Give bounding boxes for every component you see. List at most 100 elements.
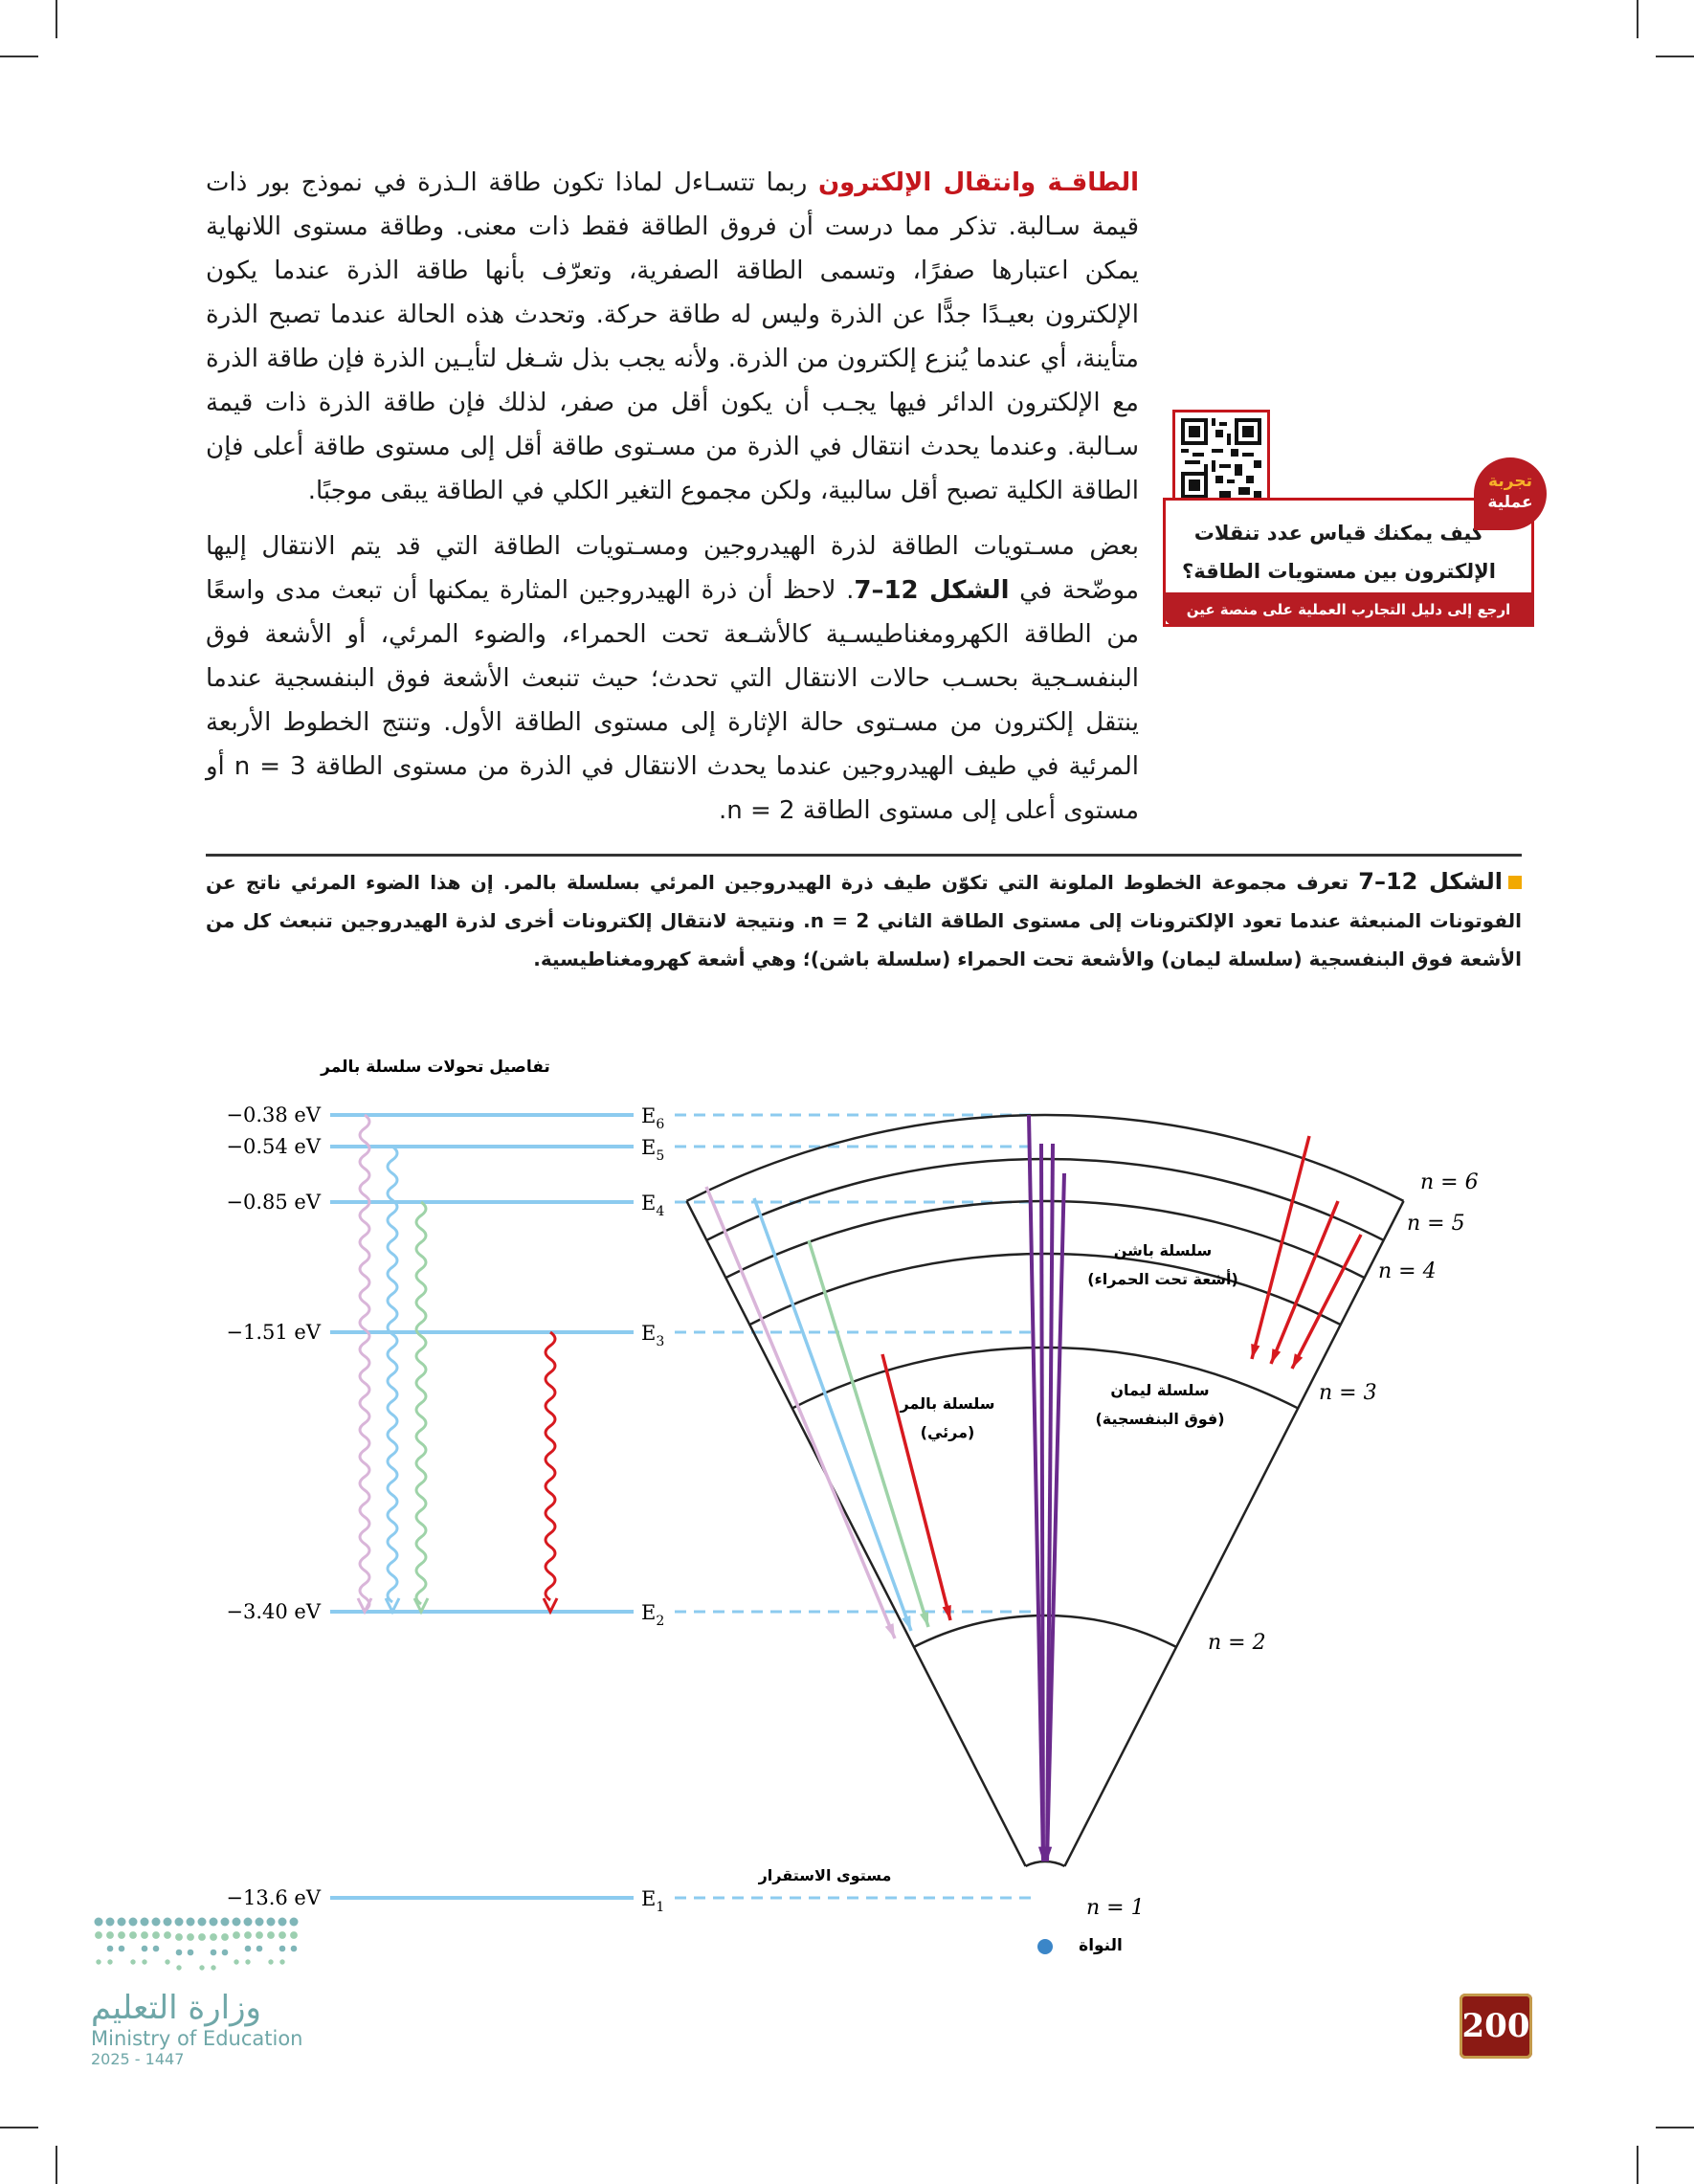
logo-dot — [165, 1959, 170, 1965]
logo-dot — [129, 1931, 137, 1939]
experiment-badge: تجربة عملية — [1474, 457, 1547, 530]
energy-value: −3.40 eV — [226, 1600, 321, 1623]
paragraph-energy-levels: بعض مسـتويات الطاقة لذرة الهيدروجين ومسـ… — [206, 524, 1139, 833]
arrowhead — [942, 1605, 951, 1620]
orbit-n-label: n = 3 — [1319, 1381, 1377, 1405]
crop-mark — [1656, 2127, 1694, 2128]
logo-dot — [141, 1931, 148, 1939]
arrowhead — [884, 1623, 895, 1638]
arrowhead — [919, 1612, 928, 1627]
paragraph-text: بعض مسـتويات الطاقة لذرة الهيدروجين ومسـ… — [206, 532, 1139, 605]
orbit-n-label: n = 6 — [1420, 1170, 1479, 1194]
energy-level-subscript: 5 — [656, 1148, 664, 1164]
caption-bullet — [1508, 876, 1522, 889]
balmer-series-type: (مرئي) — [921, 1423, 975, 1442]
emission-ray — [704, 1186, 897, 1639]
wavy-transition-arrow — [544, 1330, 557, 1602]
energy-level-label: E3 — [641, 1322, 664, 1349]
logo-dot — [94, 1917, 103, 1927]
emission-ray — [880, 1353, 952, 1621]
figure-caption: الشكل 12–7 تعرف مجموعة الخطوط الملونة ال… — [206, 862, 1522, 978]
experiment-guide-link[interactable]: ارجع إلى دليل التجارب العملية على منصة ع… — [1163, 592, 1534, 653]
ground-state-label: مستوى الاستقرار — [758, 1866, 892, 1884]
academic-year: 2025 - 1447 — [91, 2050, 185, 2068]
orbit-n-label: n = 2 — [1208, 1631, 1266, 1655]
energy-value: −0.54 eV — [226, 1135, 321, 1158]
logo-dot — [211, 1965, 216, 1971]
energy-level-subscript: 6 — [656, 1117, 664, 1132]
arrowhead — [902, 1616, 911, 1631]
fan-right-edge — [1063, 1200, 1405, 1867]
ministry-name-ar: وزارة التعليم — [91, 1989, 261, 2027]
arrowhead — [412, 1597, 430, 1616]
crop-mark — [1637, 2146, 1638, 2184]
wavy-transition-arrow — [414, 1200, 428, 1606]
logo-dot — [128, 1917, 138, 1927]
energy-level-label: E5 — [641, 1136, 664, 1164]
arrowhead — [384, 1597, 401, 1616]
emission-ray — [1045, 1172, 1066, 1862]
logo-dot — [187, 1933, 194, 1941]
logo-dot — [187, 1949, 194, 1956]
section-heading: الطاقـة وانتقال الإلكترون — [817, 168, 1139, 197]
logo-dot — [290, 1945, 298, 1952]
wavy-transition-arrow — [386, 1145, 399, 1604]
energy-level-subscript: 3 — [656, 1334, 664, 1349]
emission-ray — [1039, 1143, 1045, 1862]
logo-dot — [105, 1917, 115, 1927]
logo-dot — [256, 1931, 263, 1939]
logo-dot — [266, 1917, 276, 1927]
logo-dot — [234, 1959, 239, 1965]
emission-ray — [1027, 1114, 1045, 1862]
logo-dot — [151, 1917, 161, 1927]
lyman-series-type: (فوق البنفسجية) — [1095, 1410, 1224, 1428]
crop-mark — [1656, 56, 1694, 57]
ministry-logo-dots-icon — [94, 1917, 299, 1971]
logo-dot — [199, 1965, 205, 1971]
logo-dot — [175, 1949, 183, 1956]
orbit-arc — [913, 1614, 1177, 1649]
logo-dot — [221, 1933, 229, 1941]
energy-level-label: E2 — [641, 1601, 664, 1629]
logo-dot — [176, 1965, 182, 1971]
wavy-transition-arrow — [358, 1113, 371, 1613]
logo-dot — [96, 1959, 101, 1965]
logo-dot — [244, 1945, 252, 1952]
caption-label: الشكل 12–7 — [1358, 868, 1503, 895]
energy-level-subscript: 1 — [656, 1900, 664, 1915]
paragraph-text: . لاحظ أن ذرة الهيدروجين المثارة يمكنها … — [206, 576, 1139, 825]
logo-dot — [152, 1931, 160, 1939]
ministry-logo: وزارة التعليم Ministry of Education 2025… — [91, 1914, 311, 2068]
orbit-arc — [748, 1252, 1342, 1326]
emission-ray — [807, 1239, 930, 1628]
ministry-name-en: Ministry of Education — [91, 2027, 303, 2050]
logo-dot — [233, 1931, 240, 1939]
logo-dot — [130, 1959, 136, 1965]
orbit-arc — [1025, 1860, 1065, 1868]
qr-code[interactable] — [1172, 410, 1270, 507]
balmer-series-label: سلسلة بالمر — [899, 1394, 994, 1413]
paschen-series-type: (أشعة تحت الحمراء) — [1087, 1269, 1238, 1288]
orbit-arc — [724, 1199, 1366, 1280]
balmer-detail-title: تفاصيل تحولات سلسلة بالمر — [320, 1058, 550, 1077]
logo-dot — [117, 1917, 126, 1927]
logo-dot — [141, 1945, 148, 1952]
logo-dot — [106, 1945, 114, 1952]
nucleus-dot — [1037, 1939, 1053, 1954]
arrowhead — [1042, 1846, 1053, 1861]
logo-dot — [255, 1917, 264, 1927]
caption-text: تعرف مجموعة الخطوط الملونة التي تكوّن طي… — [206, 871, 1522, 970]
energy-value: −13.6 eV — [226, 1886, 321, 1909]
emission-ray — [1290, 1234, 1363, 1370]
arrowhead — [356, 1597, 373, 1616]
logo-dot — [163, 1917, 172, 1927]
energy-level-subscript: 4 — [656, 1204, 664, 1219]
crop-mark — [0, 2127, 38, 2128]
badge-text: تجربة — [1488, 472, 1532, 491]
arrowhead — [1292, 1353, 1304, 1369]
crop-mark — [0, 56, 38, 57]
logo-dot — [279, 1959, 285, 1965]
logo-dot — [232, 1917, 241, 1927]
energy-value: −0.38 eV — [226, 1103, 321, 1126]
